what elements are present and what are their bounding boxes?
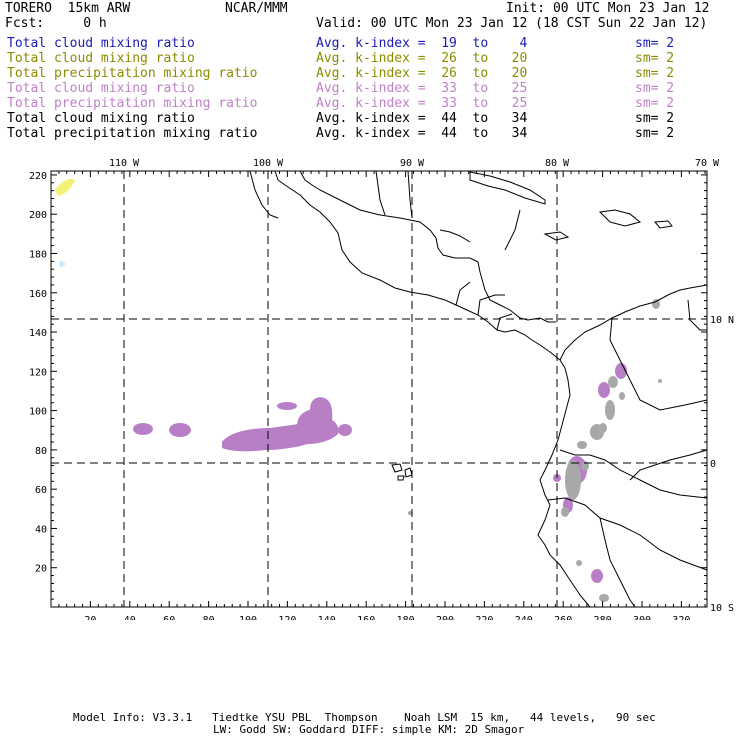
x-tick-label: 120 [278, 615, 296, 620]
model-title: TORERO 15km ARW [5, 1, 131, 16]
map-frame [50, 170, 708, 608]
legend-name: Total precipitation mixing ratio [7, 66, 258, 81]
y-tick-label: 120 [29, 367, 47, 378]
lat-label: 10 S [710, 603, 734, 614]
legend-name: Total cloud mixing ratio [7, 36, 195, 51]
x-tick-label: 60 [163, 615, 175, 620]
y-tick-label: 100 [29, 407, 47, 418]
lat-label: 0 [710, 459, 716, 470]
physics-info: LW: Godd SW: Goddard DIFF: simple KM: 2D… [213, 723, 525, 736]
lat-label: 10 N [710, 315, 734, 326]
lon-label: 100 W [253, 158, 284, 169]
y-tick-label: 80 [35, 446, 47, 457]
x-tick-label: 140 [318, 615, 336, 620]
legend-sm: sm= 2 [635, 96, 675, 111]
x-tick-label: 220 [475, 615, 493, 620]
legend-name: Total precipitation mixing ratio [7, 96, 258, 111]
legend-name: Total precipitation mixing ratio [7, 126, 258, 141]
y-tick-label: 180 [29, 249, 47, 260]
x-tick-label: 300 [633, 615, 651, 620]
x-tick-label: 160 [357, 615, 375, 620]
graticule [51, 171, 707, 607]
y-tick-label: 60 [35, 485, 47, 496]
legend-sm: sm= 2 [635, 81, 675, 96]
y-tick-label: 140 [29, 328, 47, 339]
x-tick-label: 260 [554, 615, 572, 620]
legend-name: Total cloud mixing ratio [7, 111, 195, 126]
axis-tick-labels: 20 40 60 80 100 120 140 160 180 200 220 240 260 280 30… [29, 171, 690, 620]
legend-sm: sm= 2 [635, 126, 675, 141]
precip-features [55, 178, 662, 602]
x-tick-label: 80 [203, 615, 215, 620]
legend-kindex: Avg. k-index = 44 to 34 [316, 126, 528, 141]
x-tick-label: 320 [672, 615, 690, 620]
yellow-cloud-patch [55, 178, 75, 196]
x-tick-label: 40 [124, 615, 136, 620]
init-time: Init: 00 UTC Mon 23 Jan 12 [506, 1, 710, 16]
pacific-precip-cell [277, 402, 297, 410]
x-tick-label: 240 [515, 615, 533, 620]
y-tick-label: 200 [29, 210, 47, 221]
lon-label: 90 W [400, 158, 425, 169]
lon-lat-labels: 110 W 100 W 90 W 80 W 70 W 10 N 0 10 S [109, 158, 734, 614]
x-tick-label: 200 [436, 615, 454, 620]
y-tick-label: 220 [29, 171, 47, 182]
legend-sm: sm= 2 [635, 66, 675, 81]
legend-kindex: Avg. k-index = 19 to 4 [316, 36, 528, 51]
model-info: Model Info: V3.3.1 Tiedtke YSU PBL Thomp… [73, 711, 656, 724]
x-tick-label: 180 [397, 615, 415, 620]
pacific-precip-cell [169, 423, 191, 437]
legend-kindex: Avg. k-index = 33 to 25 [316, 96, 528, 111]
legend-name: Total cloud mixing ratio [7, 81, 195, 96]
y-tick-label: 160 [29, 289, 47, 300]
legend-kindex: Avg. k-index = 33 to 25 [316, 81, 528, 96]
lon-label: 110 W [109, 158, 140, 169]
x-tick-label: 280 [594, 615, 612, 620]
x-tick-label: 100 [239, 615, 257, 620]
legend-sm: sm= 2 [635, 111, 675, 126]
lon-label: 70 W [695, 158, 720, 169]
legend-sm: sm= 2 [635, 51, 675, 66]
pacific-precip-cell [338, 424, 352, 436]
coastlines [249, 170, 708, 608]
legend-kindex: Avg. k-index = 26 to 20 [316, 51, 528, 66]
y-tick-label: 20 [35, 564, 47, 575]
legend-kindex: Avg. k-index = 26 to 20 [316, 66, 528, 81]
map-figure: 2040608010012014016018020022024026028030… [29, 158, 734, 620]
lon-label: 80 W [545, 158, 570, 169]
axis-ticks [50, 171, 707, 608]
legend-kindex: Avg. k-index = 44 to 34 [316, 111, 528, 126]
legend-name: Total cloud mixing ratio [7, 51, 195, 66]
pacific-precip-cell [297, 409, 333, 441]
pacific-precip-cell [133, 423, 153, 435]
lightblue-cloud-patch [59, 261, 65, 267]
valid-time: Valid: 00 UTC Mon 23 Jan 12 (18 CST Sun … [316, 16, 708, 31]
organization: NCAR/MMM [225, 1, 288, 16]
y-tick-label: 40 [35, 524, 47, 535]
andes-cloud-cells [408, 299, 662, 602]
forecast-hour: Fcst: 0 h [5, 16, 107, 31]
legend-sm: sm= 2 [635, 36, 675, 51]
x-tick-label: 20 [84, 615, 96, 620]
